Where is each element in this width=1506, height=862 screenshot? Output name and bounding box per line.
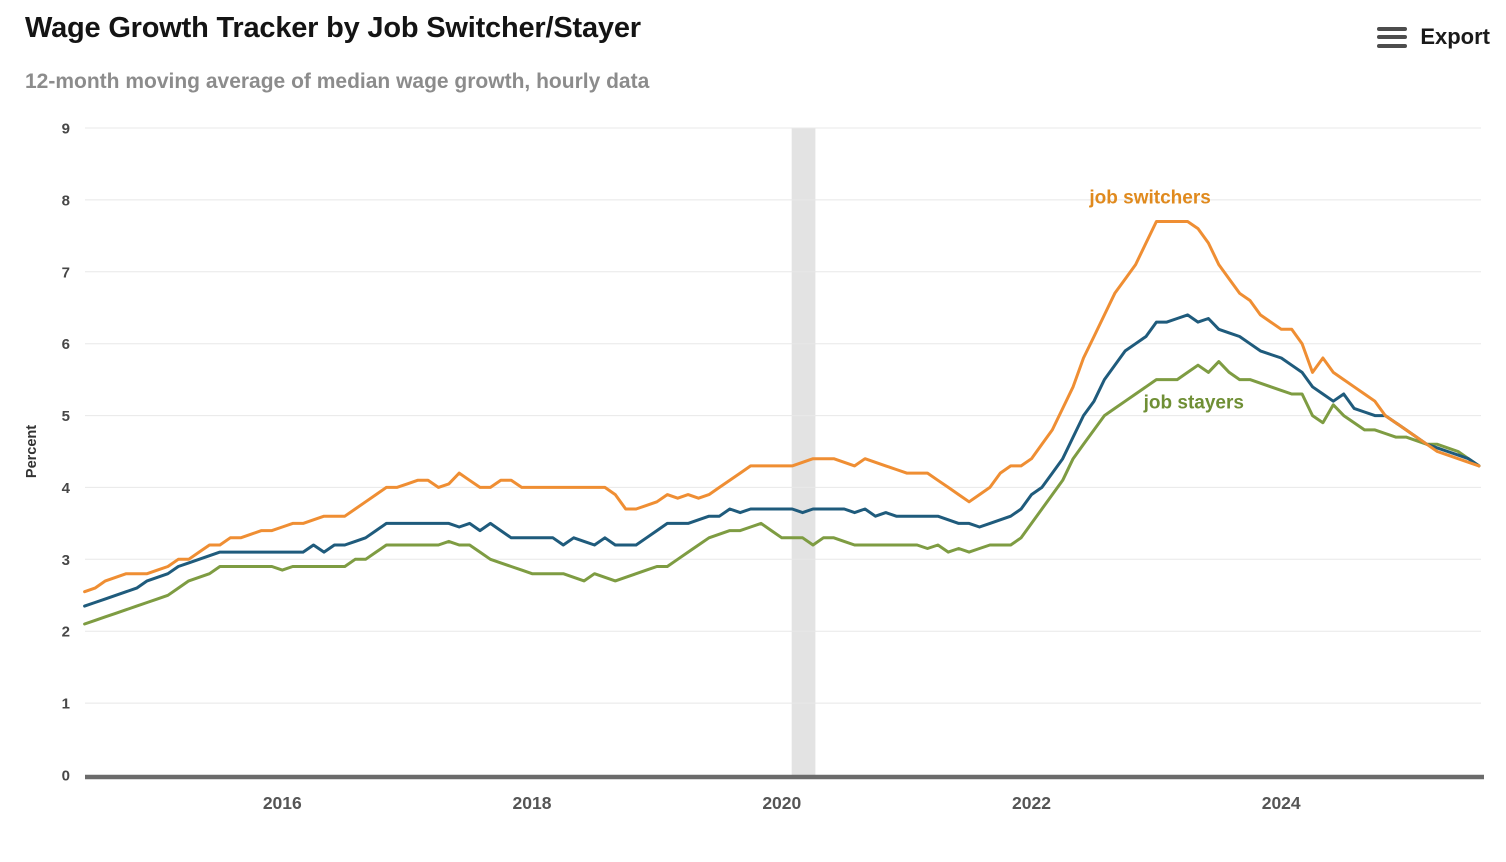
series-line-job-stayers[interactable] — [83, 360, 1481, 626]
series-line-unlabeled[interactable] — [83, 313, 1481, 608]
x-tick-label-2024: 2024 — [1262, 793, 1301, 813]
y-tick-label-5: 5 — [62, 408, 70, 425]
y-tick-label-9: 9 — [62, 121, 70, 138]
x-tick-label-2016: 2016 — [263, 793, 302, 813]
y-tick-label-2: 2 — [62, 624, 70, 641]
export-menu-button[interactable]: Export — [1377, 24, 1490, 50]
y-tick-label-7: 7 — [62, 264, 70, 281]
chart-subtitle: 12-month moving average of median wage g… — [25, 70, 650, 93]
y-axis-label: Percent — [24, 425, 40, 478]
export-label: Export — [1420, 24, 1490, 49]
x-tick-label-2022: 2022 — [1012, 793, 1051, 813]
y-tick-label-6: 6 — [62, 336, 70, 353]
y-tick-label-1: 1 — [62, 696, 70, 713]
series-label-job-stayers: job stayers — [1143, 392, 1244, 413]
recession-band — [791, 128, 816, 775]
y-tick-label-0: 0 — [62, 768, 70, 785]
chart-title: Wage Growth Tracker by Job Switcher/Stay… — [25, 12, 641, 44]
x-tick-label-2020: 2020 — [762, 793, 801, 813]
series-line-job-switchers[interactable] — [83, 220, 1481, 594]
hamburger-menu-icon[interactable] — [1377, 26, 1408, 48]
y-tick-label-8: 8 — [62, 192, 70, 209]
series-label-job-switchers: job switchers — [1088, 188, 1210, 209]
y-tick-label-4: 4 — [62, 480, 71, 497]
x-tick-label-2018: 2018 — [513, 793, 552, 813]
y-tick-label-3: 3 — [62, 552, 70, 569]
